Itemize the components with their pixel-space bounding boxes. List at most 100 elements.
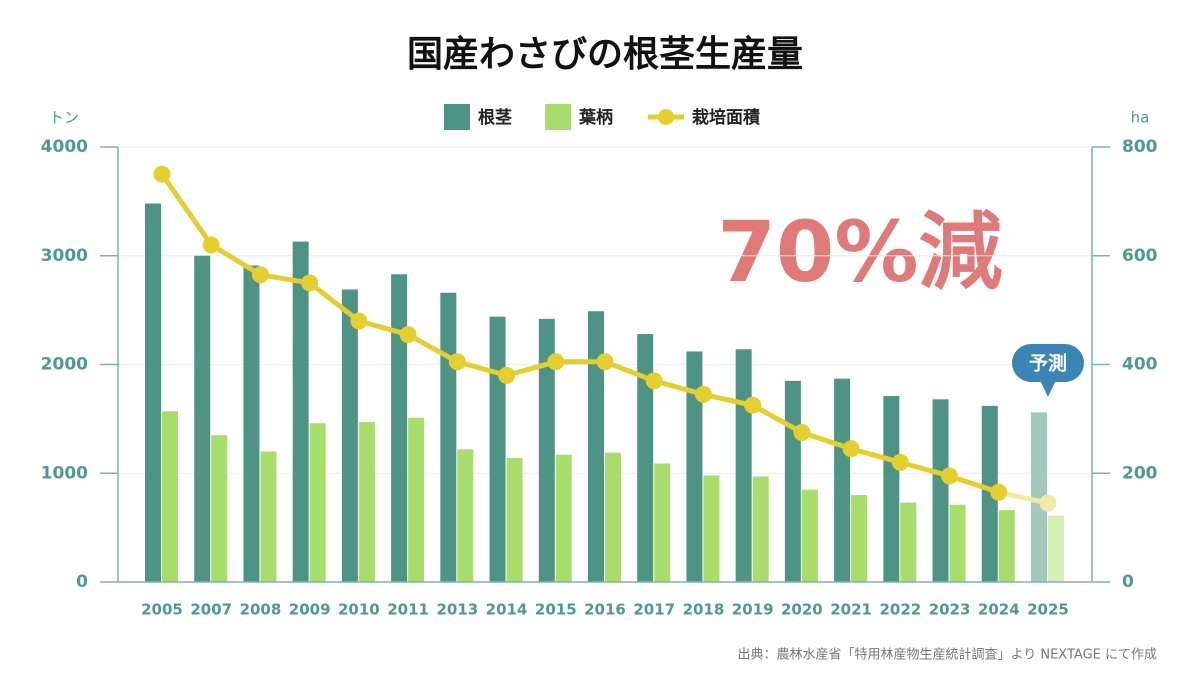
bar <box>292 241 309 583</box>
x-tick-label: 2020 <box>781 601 823 619</box>
point <box>399 326 417 344</box>
x-tick-label: 2015 <box>535 601 577 619</box>
y2-unit: ha <box>1131 109 1150 127</box>
point <box>596 353 614 371</box>
x-tick-label: 2016 <box>584 601 626 619</box>
chart-title: 国産わさびの根茎生産量 <box>407 34 803 75</box>
bar <box>834 378 851 582</box>
bar <box>309 423 326 582</box>
bar <box>735 349 752 582</box>
x-tick-label: 2008 <box>240 601 282 619</box>
x-tick-label: 2007 <box>190 601 232 619</box>
point <box>251 266 269 284</box>
callout-label: 予測 <box>1029 352 1067 375</box>
point <box>202 236 220 254</box>
x-tick-label: 2005 <box>141 601 183 619</box>
bar <box>654 463 671 582</box>
bar <box>801 489 818 582</box>
point <box>891 453 909 471</box>
bar <box>686 351 703 582</box>
point <box>744 396 762 414</box>
point <box>793 423 811 441</box>
bar <box>883 396 900 582</box>
bar <box>211 435 228 582</box>
point <box>1039 494 1057 512</box>
bar <box>260 451 277 582</box>
bar <box>784 380 801 582</box>
x-tick-label: 2011 <box>387 601 429 619</box>
bar <box>457 449 474 582</box>
point <box>645 372 663 390</box>
bar <box>1031 412 1047 582</box>
bar <box>489 316 506 582</box>
bar <box>408 417 425 582</box>
legend-swatch <box>444 104 470 130</box>
x-tick-label: 2021 <box>830 601 872 619</box>
y-tick-label: 3000 <box>41 246 88 266</box>
bar <box>391 274 408 582</box>
point <box>350 312 368 330</box>
bar <box>637 334 654 582</box>
legend-label: 根茎 <box>478 107 512 128</box>
point <box>842 440 860 458</box>
bar <box>588 311 604 582</box>
point <box>694 385 712 403</box>
y2-tick-label: 400 <box>1122 355 1158 375</box>
y2-tick-label: 600 <box>1122 246 1158 266</box>
x-tick-label: 2013 <box>436 601 478 619</box>
bar <box>752 476 769 582</box>
bar <box>194 255 211 582</box>
source: 出典：農林水産省「特用林産物生産統計調査」より NEXTAGE にて作成 <box>737 647 1157 663</box>
x-tick-label: 2009 <box>289 601 331 619</box>
y-unit: トン <box>49 109 79 127</box>
bar <box>555 454 572 582</box>
y2-tick-label: 800 <box>1122 137 1158 157</box>
y2-tick-label: 0 <box>1122 572 1134 592</box>
bar <box>703 475 720 582</box>
bar <box>851 495 868 582</box>
bar <box>949 504 966 582</box>
point <box>941 467 959 485</box>
bar <box>440 292 457 582</box>
y2-tick-label: 200 <box>1122 463 1158 483</box>
legend-label: 葉柄 <box>578 107 613 128</box>
x-tick-label: 2018 <box>683 601 725 619</box>
bar <box>162 411 178 582</box>
callout <box>1012 344 1084 382</box>
y-tick-label: 0 <box>76 572 88 592</box>
bar <box>358 422 375 582</box>
bar <box>932 399 949 582</box>
x-tick-label: 2010 <box>338 601 380 619</box>
bar <box>145 203 161 583</box>
x-tick-label: 2023 <box>929 601 971 619</box>
x-tick-label: 2017 <box>633 601 675 619</box>
x-tick-label: 2024 <box>978 601 1020 619</box>
annotation: 70%減 <box>717 203 1002 301</box>
bar <box>998 510 1015 582</box>
point <box>990 483 1008 501</box>
x-tick-label: 2025 <box>1027 601 1069 619</box>
x-tick-label: 2019 <box>732 601 774 619</box>
legend-swatch <box>545 104 571 130</box>
bar <box>506 458 523 582</box>
x-tick-label: 2014 <box>486 601 528 619</box>
bar <box>341 289 358 582</box>
legend-swatch <box>658 109 674 125</box>
x-tick-label: 2022 <box>879 601 921 619</box>
point <box>547 353 565 371</box>
bar <box>605 452 621 582</box>
point <box>153 165 171 183</box>
bar <box>1048 515 1064 582</box>
callout-pointer <box>1040 380 1056 397</box>
y-tick-label: 4000 <box>41 137 88 157</box>
bar <box>900 502 917 582</box>
legend-label: 栽培面積 <box>692 107 761 128</box>
bar <box>981 405 998 582</box>
y-tick-label: 2000 <box>41 355 88 375</box>
bar <box>538 318 555 582</box>
point <box>448 353 466 371</box>
point <box>301 274 319 292</box>
point <box>498 366 516 384</box>
bar <box>243 265 260 582</box>
